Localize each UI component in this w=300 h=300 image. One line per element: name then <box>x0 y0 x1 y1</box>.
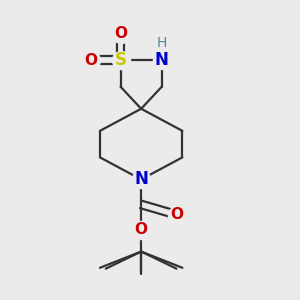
Text: O: O <box>114 26 127 41</box>
Text: S: S <box>115 51 127 69</box>
Text: O: O <box>85 53 98 68</box>
Text: O: O <box>170 207 183 222</box>
Text: O: O <box>135 222 148 237</box>
Text: N: N <box>134 170 148 188</box>
Text: H: H <box>157 35 167 50</box>
Text: N: N <box>155 51 169 69</box>
